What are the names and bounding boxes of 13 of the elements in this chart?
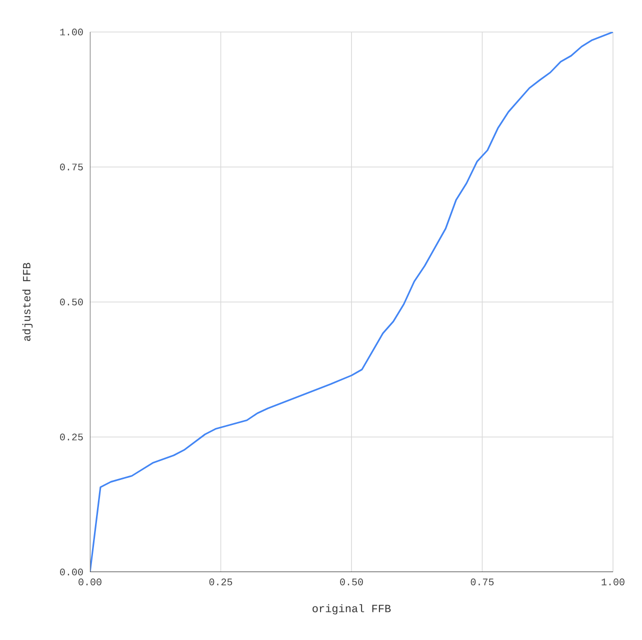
x-tick-label: 0.75 xyxy=(470,578,494,586)
y-tick-label: 0.50 xyxy=(60,298,83,306)
x-tick-label: 1.00 xyxy=(602,578,624,586)
x-tick-label: 0.50 xyxy=(340,578,363,586)
y-tick-label: 0.75 xyxy=(60,164,83,170)
x-tick-label: 0.00 xyxy=(78,578,102,586)
y-tick-label: 0.00 xyxy=(60,568,83,576)
y-tick-label: 1.00 xyxy=(60,28,83,36)
line-series xyxy=(90,32,614,572)
x-axis-title: original FFB xyxy=(312,604,391,614)
y-axis-title: adjusted FFB xyxy=(22,262,33,341)
x-tick-label: 0.25 xyxy=(209,578,232,586)
y-tick-label: 0.25 xyxy=(60,434,83,440)
